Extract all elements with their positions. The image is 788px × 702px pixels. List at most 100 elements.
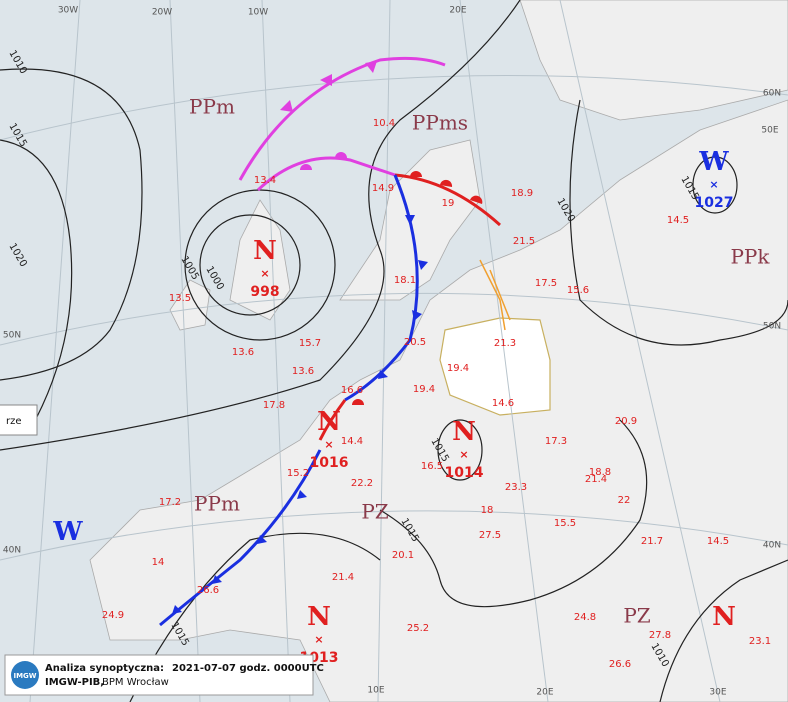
warm-front — [318, 399, 347, 441]
parallel — [0, 510, 788, 561]
grid-label: 20W — [152, 8, 172, 18]
occluded-front — [256, 156, 396, 192]
air-mass: PZ — [623, 604, 650, 628]
temperature: 23.1 — [749, 636, 771, 647]
temperature: 14.5 — [707, 536, 729, 547]
logo — [11, 661, 39, 689]
temperature: 16.5 — [421, 461, 443, 472]
grid-label: 40N — [3, 546, 21, 556]
temperature: 20.5 — [404, 337, 426, 348]
temperature: 13.6 — [232, 347, 254, 358]
temperature: 10.4 — [373, 118, 395, 129]
temperature: 24.9 — [102, 610, 124, 621]
grid-label: 20E — [449, 6, 466, 16]
pressure-letter: N — [253, 236, 277, 266]
temperature: 22 — [618, 495, 631, 506]
pressure-letter: W — [698, 147, 729, 177]
temperature: 21.4 — [585, 474, 607, 485]
meridian — [377, 0, 391, 702]
grid-label: 30W — [58, 6, 78, 16]
side-text: rze — [6, 416, 22, 427]
parallel — [0, 292, 788, 346]
grid-label: 30E — [709, 688, 726, 698]
pressure-value: 998 — [250, 284, 279, 300]
logo-text: IMGW — [13, 672, 36, 680]
center-mark: × — [709, 178, 718, 191]
isobar — [437, 419, 483, 481]
temperature: 16.6 — [341, 385, 363, 396]
grid-label: 10W — [248, 8, 268, 18]
temperature: 19.4 — [413, 384, 435, 395]
front-symbols — [280, 61, 377, 170]
legend-box — [0, 404, 38, 436]
isobar — [379, 419, 648, 608]
temperature: 14.4 — [341, 436, 363, 447]
air-mass: PPm — [189, 95, 235, 119]
temperature: 15.7 — [299, 338, 321, 349]
temperature: 18.1 — [394, 275, 416, 286]
parallel — [0, 74, 788, 141]
isobar — [659, 559, 788, 702]
pressure-value: 1014 — [445, 465, 484, 481]
isobar — [692, 156, 738, 214]
pressure-letter: N — [452, 417, 476, 447]
temperature: 13.5 — [169, 293, 191, 304]
grid-label: 10E — [367, 686, 384, 696]
temperature: 20.1 — [392, 550, 414, 561]
temperature: 21.5 — [513, 236, 535, 247]
pressure-letter: N — [317, 407, 341, 437]
temperature: 13.6 — [292, 366, 314, 377]
temperature: 17.3 — [545, 436, 567, 447]
temperature: 14.5 — [667, 215, 689, 226]
grid-label: 50E — [761, 126, 778, 136]
temperature: 20.9 — [615, 416, 637, 427]
warm-front — [394, 173, 502, 227]
temperature: 27.8 — [649, 630, 671, 641]
temperature: 19.4 — [447, 363, 469, 374]
meridian — [261, 0, 291, 702]
temperature: 21.7 — [641, 536, 663, 547]
temperature: 13.4 — [254, 175, 276, 186]
temperature: 26.6 — [197, 585, 219, 596]
pressure-letter: N — [307, 602, 331, 632]
air-mass: PPm — [194, 492, 240, 516]
temperature: 14 — [152, 557, 165, 568]
front-symbol — [280, 61, 377, 170]
temperature: 19 — [442, 198, 455, 209]
poland — [439, 317, 551, 416]
grid-label: 50N — [763, 322, 781, 332]
caption-label: Analiza synoptyczna: — [45, 663, 164, 674]
temperature: 27.5 — [479, 530, 501, 541]
center-mark: × — [314, 633, 323, 646]
center-mark: × — [324, 438, 333, 451]
meridian — [29, 0, 81, 702]
temperature: 15.2 — [287, 468, 309, 479]
isobar — [0, 139, 73, 431]
cold-front — [159, 449, 322, 627]
temperature: 14.6 — [492, 398, 514, 409]
temperature: 22.2 — [351, 478, 373, 489]
meridian — [559, 0, 721, 702]
center-mark: × — [260, 267, 269, 280]
pressure-value: 1016 — [310, 455, 349, 471]
britain — [229, 199, 291, 321]
pressure-value: 1027 — [695, 195, 734, 211]
temperature: 21.3 — [494, 338, 516, 349]
air-mass: PZ — [361, 500, 388, 524]
air-mass: PPk — [730, 245, 770, 269]
temperature: 14.9 — [372, 183, 394, 194]
temperature: 15.6 — [567, 285, 589, 296]
temperature: 18.9 — [511, 188, 533, 199]
temperature: 18 — [481, 505, 494, 516]
temperature: 25.2 — [407, 623, 429, 634]
isobar — [0, 0, 521, 451]
occluded-front — [238, 56, 446, 181]
temperature: 17.8 — [263, 400, 285, 411]
northern-russia — [519, 0, 788, 121]
center-mark: × — [459, 448, 468, 461]
ireland — [169, 279, 211, 331]
grid-label: 60N — [763, 89, 781, 99]
